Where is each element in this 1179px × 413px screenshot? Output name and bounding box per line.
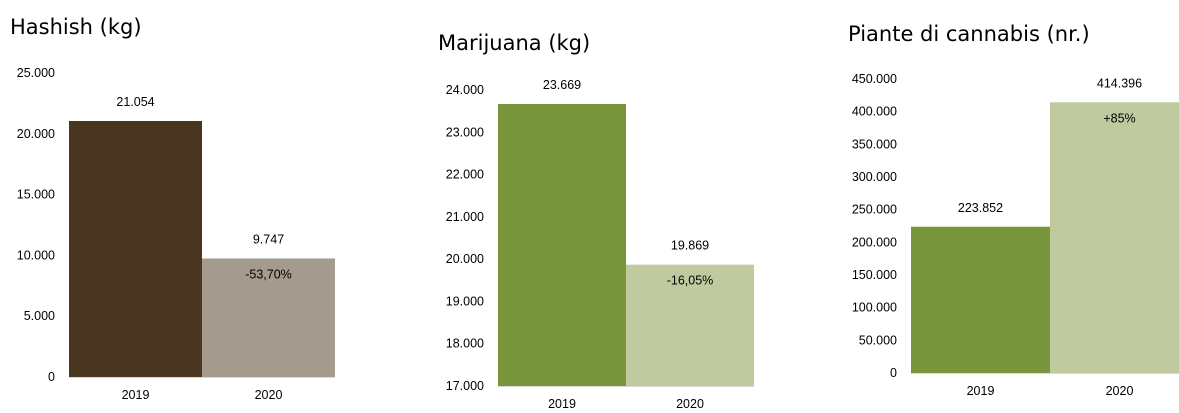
- data-label: 23.669: [543, 78, 581, 92]
- y-tick-label: 200.000: [852, 235, 897, 249]
- bar-2019: [69, 121, 202, 377]
- change-percent-label: -53,70%: [245, 267, 292, 281]
- y-tick-label: 0: [890, 366, 897, 380]
- y-tick-label: 20.000: [446, 252, 484, 266]
- cannabis-plants-plot: 0 50.000 100.000 150.000 200.000 250.000 300.0…: [780, 0, 1179, 413]
- y-tick-label: 17.000: [446, 379, 484, 393]
- y-tick-label: 23.000: [446, 125, 484, 139]
- y-tick-label: 15.000: [17, 188, 55, 202]
- x-tick-label: 2020: [255, 388, 283, 402]
- hashish-chart: Hashish (kg) 0 5.000 10.000 15.000 20.000 25.…: [0, 0, 390, 413]
- data-label: 414.396: [1097, 76, 1142, 90]
- y-tick-label: 18.000: [446, 337, 484, 351]
- marijuana-chart: Marijuana (kg) 17.000 18.000 19.000 20.000 2…: [390, 0, 780, 413]
- y-tick-label: 19.000: [446, 294, 484, 308]
- y-tick-label: 350.000: [852, 137, 897, 151]
- bar-2019: [498, 104, 626, 386]
- y-tick-label: 450.000: [852, 72, 897, 86]
- y-tick-label: 5.000: [24, 309, 55, 323]
- y-tick-label: 0: [48, 370, 55, 384]
- x-tick-label: 2020: [1106, 384, 1134, 398]
- cannabis-plants-chart: Piante di cannabis (nr.) 0 50.000 100.000 1…: [780, 0, 1179, 413]
- y-tick-label: 24.000: [446, 83, 484, 97]
- y-tick-label: 250.000: [852, 203, 897, 217]
- x-tick-label: 2019: [122, 388, 150, 402]
- data-label: 19.869: [671, 239, 709, 253]
- y-tick-label: 100.000: [852, 301, 897, 315]
- x-tick-label: 2019: [967, 384, 995, 398]
- y-tick-label: 400.000: [852, 105, 897, 119]
- y-tick-label: 10.000: [17, 248, 55, 262]
- change-percent-label: +85%: [1103, 111, 1135, 125]
- x-tick-label: 2019: [548, 397, 576, 411]
- x-tick-label: 2020: [676, 397, 704, 411]
- hashish-plot: 0 5.000 10.000 15.000 20.000 25.000 21.054 2019…: [0, 0, 390, 413]
- bar-2020: [1050, 102, 1179, 373]
- marijuana-plot: 17.000 18.000 19.000 20.000 21.000 22.000 23.0…: [390, 0, 780, 413]
- y-tick-label: 50.000: [859, 333, 897, 347]
- y-tick-label: 25.000: [17, 66, 55, 80]
- change-percent-label: -16,05%: [667, 274, 714, 288]
- data-label: 9.747: [253, 232, 284, 246]
- y-tick-label: 20.000: [17, 127, 55, 141]
- data-label: 21.054: [116, 95, 154, 109]
- data-label: 223.852: [958, 201, 1003, 215]
- bar-2019: [911, 227, 1050, 373]
- y-tick-label: 300.000: [852, 170, 897, 184]
- y-tick-label: 22.000: [446, 168, 484, 182]
- y-tick-label: 150.000: [852, 268, 897, 282]
- y-tick-label: 21.000: [446, 210, 484, 224]
